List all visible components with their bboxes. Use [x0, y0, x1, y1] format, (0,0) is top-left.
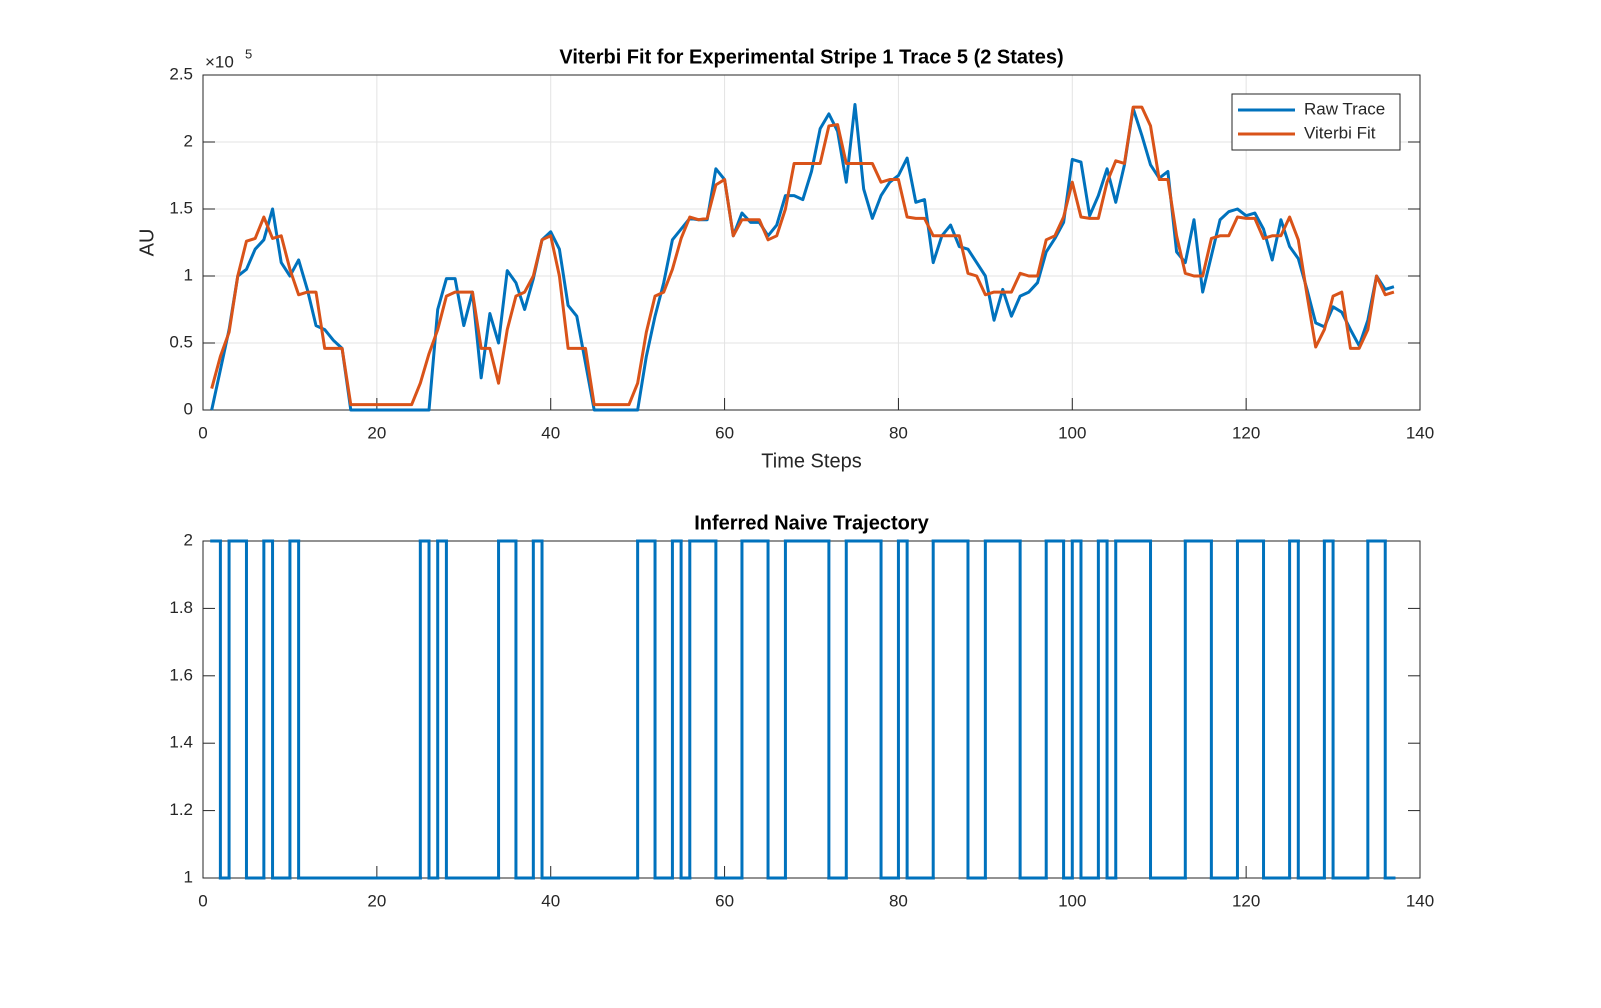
chart-title: Viterbi Fit for Experimental Stripe 1 Tr…	[559, 46, 1063, 68]
y-tick-label: 2.5	[169, 64, 193, 83]
y-tick-label: 1	[184, 867, 193, 886]
x-tick-label: 140	[1406, 423, 1434, 442]
y-tick-label: 2	[184, 131, 193, 150]
x-tick-label: 60	[715, 891, 734, 910]
x-tick-label: 140	[1406, 891, 1434, 910]
y-tick-label: 1.8	[169, 598, 193, 617]
chart-title: Inferred Naive Trajectory	[694, 512, 929, 534]
y-tick-label: 2	[184, 530, 193, 549]
x-tick-label: 20	[367, 423, 386, 442]
x-tick-label: 80	[889, 891, 908, 910]
legend-box	[1231, 93, 1401, 151]
x-tick-label: 100	[1058, 423, 1086, 442]
x-tick-label: 60	[715, 423, 734, 442]
y-tick-label: 1.6	[169, 665, 193, 684]
y-tick-label: 1.4	[169, 733, 193, 752]
axes-frame	[202, 74, 1421, 411]
y-tick-label: 1	[184, 265, 193, 284]
y-tick-label: 0	[184, 399, 193, 418]
y-exponent: 5	[245, 46, 252, 61]
x-axis-label: Time Steps	[761, 450, 861, 472]
x-tick-label: 80	[889, 423, 908, 442]
x-tick-label: 120	[1232, 423, 1260, 442]
legend-label: Viterbi Fit	[1304, 123, 1376, 142]
x-tick-label: 120	[1232, 891, 1260, 910]
x-tick-label: 40	[541, 423, 560, 442]
x-tick-label: 40	[541, 891, 560, 910]
y-tick-label: 1.2	[169, 800, 193, 819]
y-tick-label: 0.5	[169, 332, 193, 351]
y-tick-label: 1.5	[169, 198, 193, 217]
x-tick-label: 20	[367, 891, 386, 910]
x-tick-label: 0	[198, 423, 207, 442]
y-exponent-base: ×10	[205, 52, 234, 71]
x-tick-label: 0	[198, 891, 207, 910]
plot-area	[203, 541, 1420, 878]
series-line	[210, 105, 1395, 407]
x-tick-label: 100	[1058, 891, 1086, 910]
y-axis-label: AU	[136, 229, 158, 257]
plot-area	[203, 75, 1420, 410]
axes: 0 20 40 60 80 100 120 140 0 0.5 1 1.5 2 2.5 Viterbi Fi…	[136, 46, 1434, 472]
series-line	[210, 102, 1395, 412]
axes: 0 20 40 60 80 100 120 140 1 1.2 1.4 1.6 1.8 2 Inferred…	[169, 512, 1434, 910]
legend-label: Raw Trace	[1304, 99, 1385, 118]
